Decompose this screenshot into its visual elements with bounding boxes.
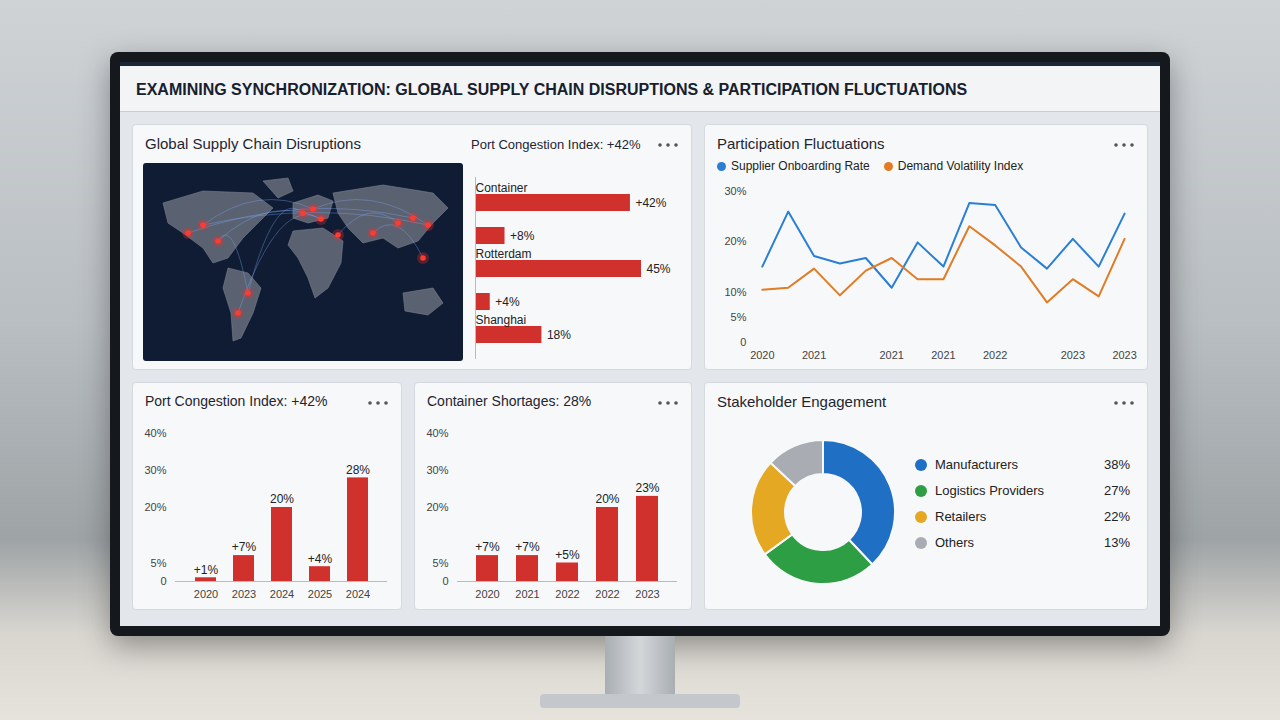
svg-text:20%: 20%	[724, 235, 746, 247]
svg-text:20%: 20%	[426, 501, 448, 513]
html-text:EXAMINING SYNCHRONIZATION: GLO: EXAMINING SYNCHRONIZATION: GLOBAL SUPPLY…	[136, 81, 968, 98]
html-text:Port Congestion Index: +42%: Port Congestion Index: +42%	[471, 137, 641, 152]
svg-text:45%: 45%	[647, 262, 671, 276]
svg-text:2023: 2023	[232, 588, 256, 600]
svg-text:2020: 2020	[750, 349, 774, 361]
svg-text:30%: 30%	[426, 464, 448, 476]
svg-text:2023: 2023	[1061, 349, 1085, 361]
svg-text:30%: 30%	[144, 464, 166, 476]
svg-text:+5%: +5%	[555, 548, 580, 562]
html-text:Container Shortages: 28%: Container Shortages: 28%	[427, 393, 592, 409]
html-text:Supplier Onboarding Rate: Supplier Onboarding Rate	[731, 159, 870, 173]
svg-text:2024: 2024	[270, 588, 294, 600]
svg-text:38%: 38%	[1104, 457, 1130, 472]
svg-text:5%: 5%	[731, 311, 747, 323]
svg-text:2023: 2023	[635, 588, 659, 600]
svg-text:22%: 22%	[1104, 509, 1130, 524]
svg-text:+8%: +8%	[510, 229, 535, 243]
svg-text:0: 0	[740, 336, 746, 348]
svg-text:+7%: +7%	[475, 540, 500, 554]
svg-text:2022: 2022	[555, 588, 579, 600]
svg-text:Logistics Providers: Logistics Providers	[935, 483, 1045, 498]
html-text:Port Congestion Index: +42%: Port Congestion Index: +42%	[145, 393, 328, 409]
svg-text:10%: 10%	[724, 286, 746, 298]
svg-text:+4%: +4%	[495, 295, 520, 309]
html-text:Participation Fluctuations: Participation Fluctuations	[717, 135, 885, 152]
svg-text:2025: 2025	[308, 588, 332, 600]
svg-text:Retailers: Retailers	[935, 509, 987, 524]
svg-text:5%: 5%	[433, 557, 449, 569]
svg-text:20%: 20%	[270, 492, 294, 506]
svg-text:2021: 2021	[802, 349, 826, 361]
svg-text:5%: 5%	[151, 557, 167, 569]
svg-text:2021: 2021	[880, 349, 904, 361]
svg-text:27%: 27%	[1104, 483, 1130, 498]
svg-text:Others: Others	[935, 535, 975, 550]
svg-text:20%: 20%	[144, 501, 166, 513]
svg-text:+1%: +1%	[194, 563, 219, 577]
svg-text:0: 0	[160, 575, 166, 587]
svg-text:2020: 2020	[194, 588, 218, 600]
svg-text:+4%: +4%	[308, 552, 333, 566]
svg-text:40%: 40%	[144, 427, 166, 439]
svg-text:2020: 2020	[475, 588, 499, 600]
svg-text:2021: 2021	[931, 349, 955, 361]
svg-text:+42%: +42%	[635, 196, 666, 210]
svg-text:2023: 2023	[1112, 349, 1136, 361]
svg-text:2022: 2022	[983, 349, 1007, 361]
html-text:Stakeholder Engagement: Stakeholder Engagement	[717, 393, 887, 410]
svg-text:23%: 23%	[635, 481, 659, 495]
svg-text:Rotterdam: Rotterdam	[476, 247, 532, 261]
svg-text:Shanghai: Shanghai	[476, 313, 527, 327]
svg-text:+7%: +7%	[232, 540, 257, 554]
svg-text:2024: 2024	[346, 588, 370, 600]
html-text:Global Supply Chain Disruption: Global Supply Chain Disruptions	[145, 135, 361, 152]
svg-text:Manufacturers: Manufacturers	[935, 457, 1019, 472]
svg-text:20%: 20%	[595, 492, 619, 506]
svg-text:30%: 30%	[724, 185, 746, 197]
svg-text:13%: 13%	[1104, 535, 1130, 550]
html-text:Demand Volatility Index: Demand Volatility Index	[897, 159, 1024, 173]
svg-text:0: 0	[442, 575, 448, 587]
svg-text:2021: 2021	[515, 588, 539, 600]
svg-text:40%: 40%	[426, 427, 448, 439]
svg-text:28%: 28%	[346, 463, 370, 477]
svg-text:+7%: +7%	[515, 540, 540, 554]
svg-text:Container: Container	[476, 181, 528, 195]
svg-text:18%: 18%	[547, 328, 571, 342]
svg-text:2022: 2022	[595, 588, 619, 600]
